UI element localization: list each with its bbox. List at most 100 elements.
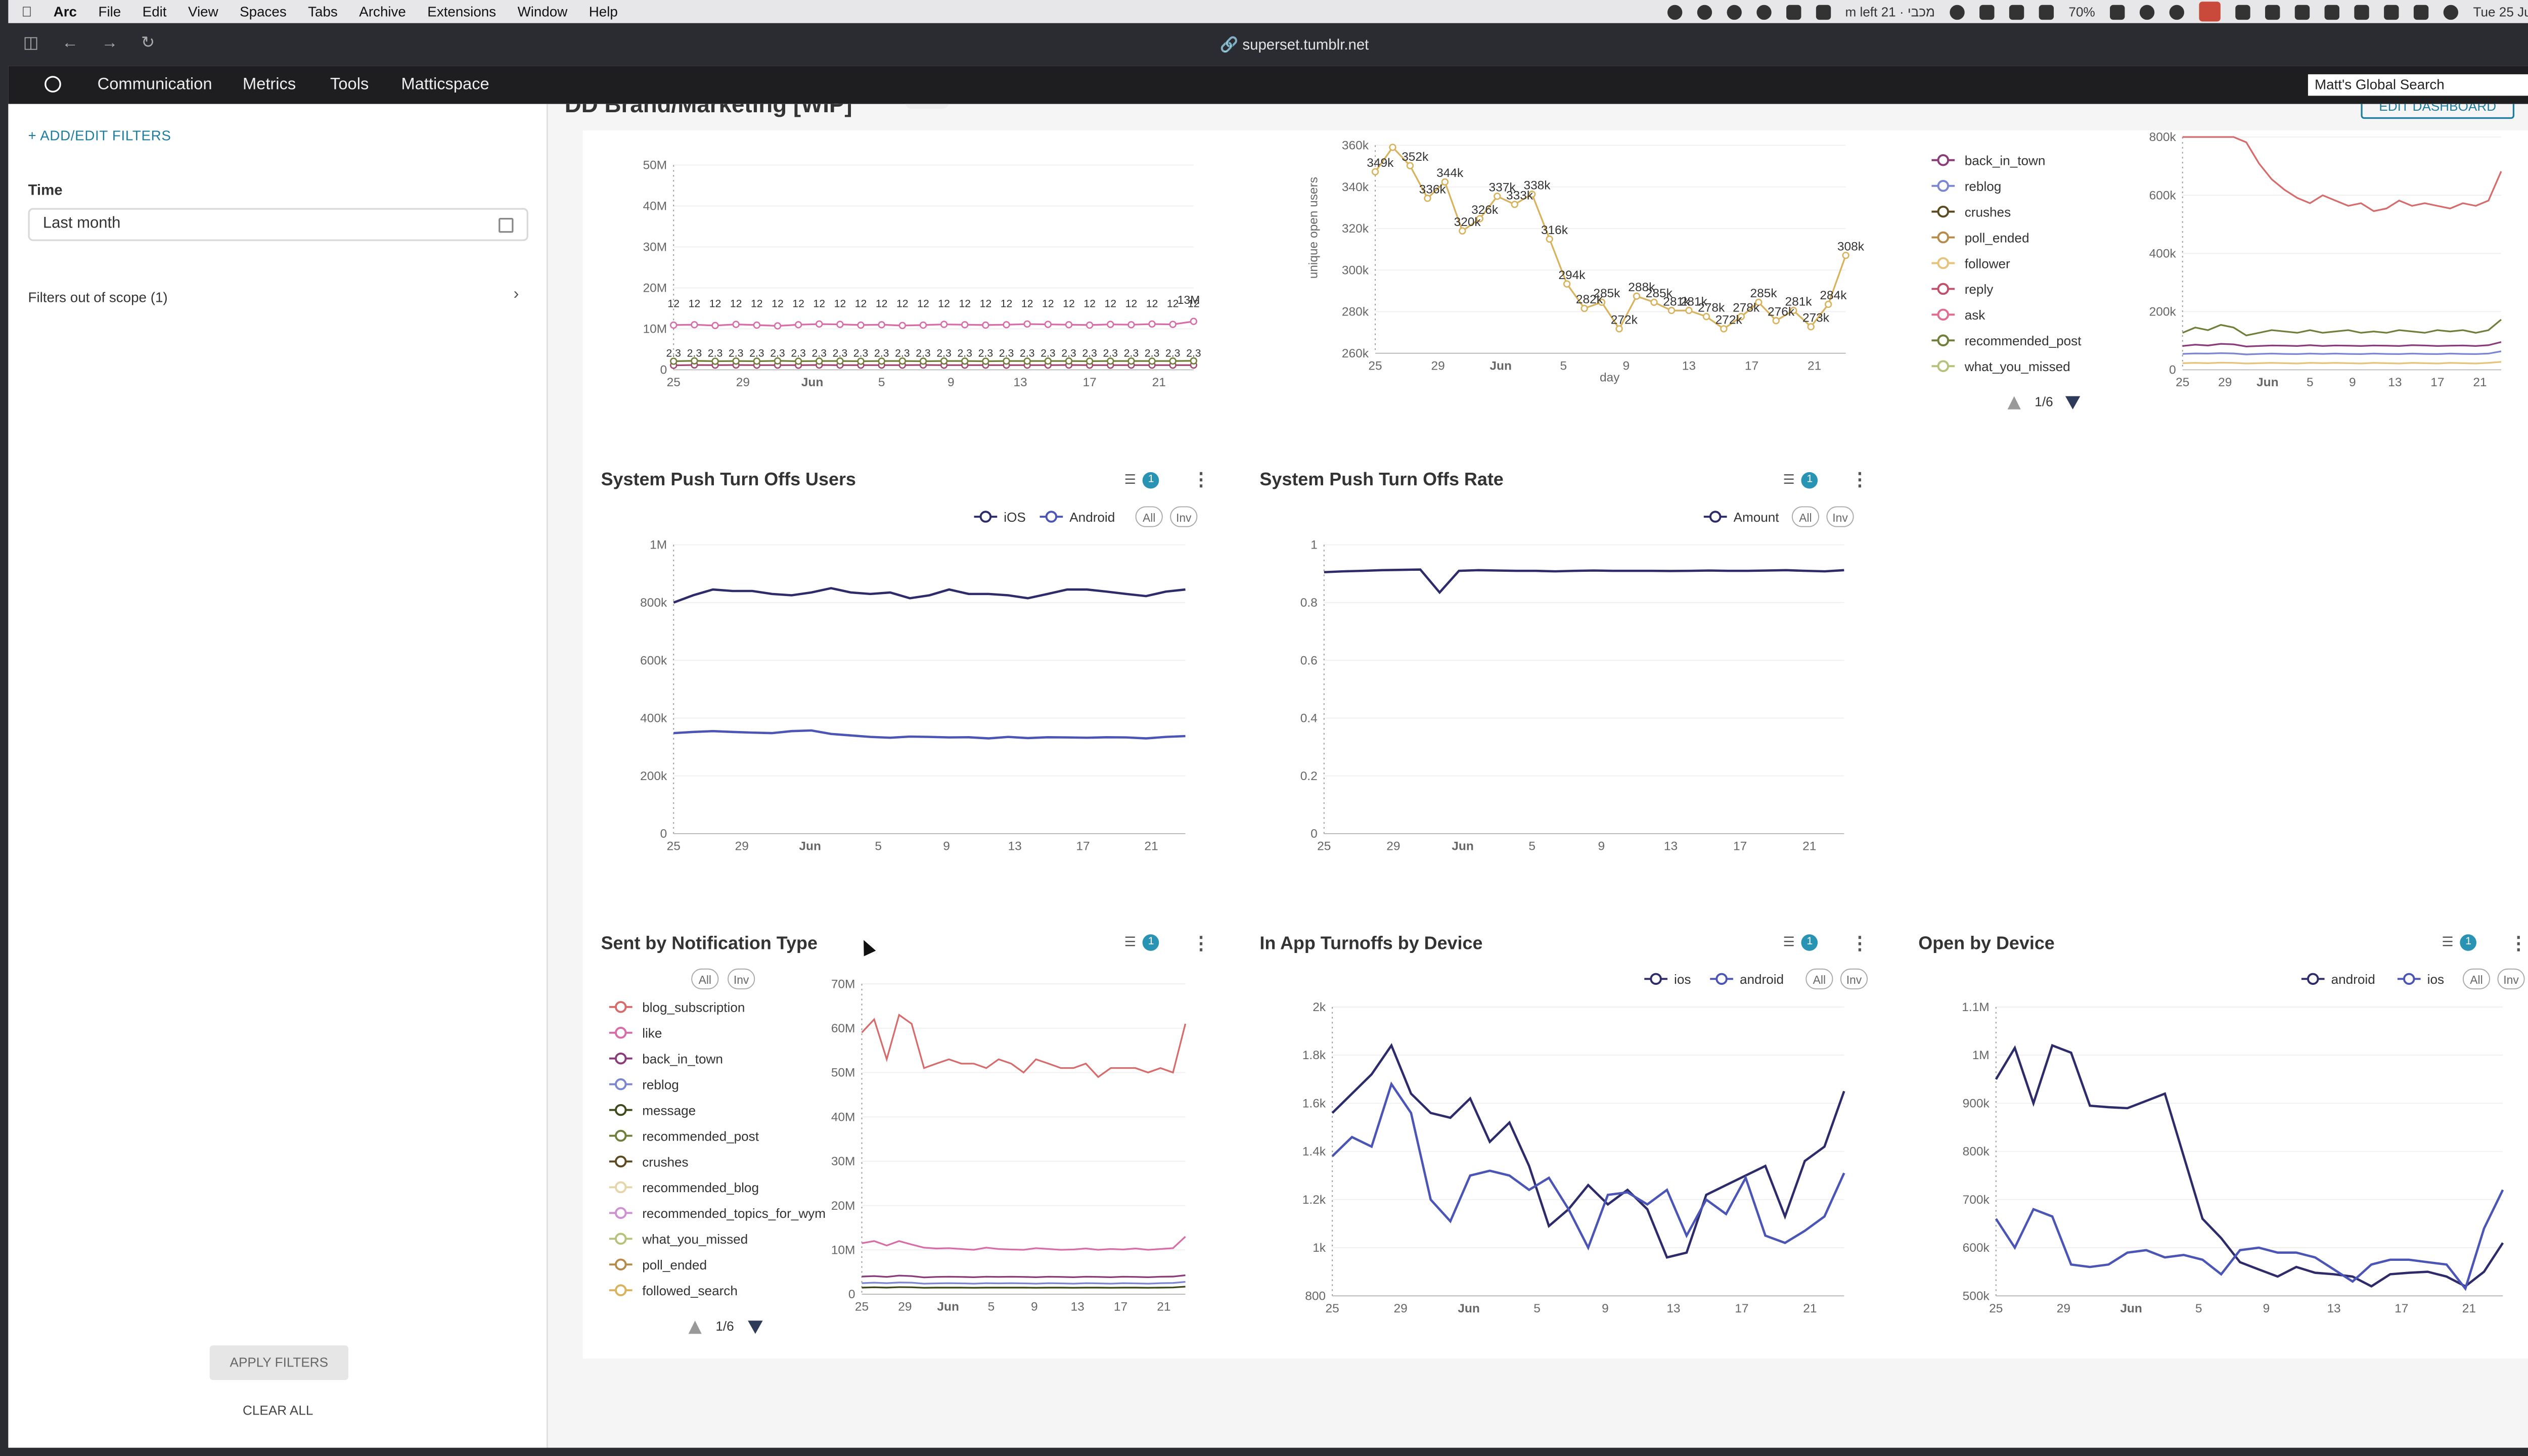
clock-text[interactable]: Tue 25 Jun 14:39	[2473, 4, 2528, 19]
data-label: 12	[1042, 298, 1054, 309]
legend-button-label: All	[2470, 973, 2482, 986]
siri-icon[interactable]	[2443, 4, 2459, 19]
address-bar[interactable]: 🔗 superset.tumblr.net	[0, 36, 2528, 55]
legend-marker	[1937, 360, 1950, 373]
x-tick-label: 5	[878, 376, 885, 389]
y-tick-label: 400k	[640, 712, 667, 725]
push-users-filter[interactable]: ☰ 1	[1124, 472, 1159, 489]
sent-by-type-menu-icon[interactable]: ⋮	[1192, 934, 1210, 954]
chevron-right-icon[interactable]: ›	[513, 285, 519, 304]
filter-icon: ☰	[1124, 934, 1137, 949]
data-label: 12	[792, 298, 804, 309]
keyboard-icon[interactable]	[2324, 4, 2339, 19]
top-right-pager: 1/6	[2007, 394, 2081, 410]
control-center-icon[interactable]	[2413, 4, 2429, 19]
push-rate-filter[interactable]: ☰ 1	[1783, 472, 1818, 489]
legend-button	[691, 968, 719, 989]
legend-label: followed_search	[642, 1283, 738, 1298]
x-tick-label: 9	[1602, 1302, 1609, 1315]
clear-all-button[interactable]: CLEAR ALL	[243, 1403, 313, 1418]
menu-help[interactable]: Help	[578, 3, 618, 20]
time-select[interactable]: Last month	[28, 208, 528, 241]
menu-app[interactable]: Arc	[42, 3, 77, 20]
nav-communication[interactable]: Communication	[97, 76, 212, 95]
push-rate-chart: 0 0.2 0.4 0.6 0.8 1 25 29 Jun 5 9 13 17 21	[1300, 538, 1844, 853]
add-edit-filters-label: ADD/EDIT FILTERS	[40, 127, 171, 144]
global-search-input[interactable]: Matt's Global Search	[2308, 74, 2528, 96]
menu-view[interactable]: View	[177, 3, 218, 20]
menu-archive[interactable]: Archive	[348, 3, 406, 20]
box-icon[interactable]	[1979, 4, 1995, 19]
inapp-menu-icon[interactable]: ⋮	[1850, 934, 1869, 954]
menu-spaces[interactable]: Spaces	[229, 3, 287, 20]
apply-filters-button[interactable]: APPLY FILTERS	[209, 1345, 348, 1380]
legend-marker	[2307, 973, 2319, 985]
menu-tabs[interactable]: Tabs	[297, 3, 338, 20]
pen-icon[interactable]	[2265, 4, 2280, 19]
microphone-icon[interactable]	[2199, 2, 2221, 22]
data-label: 316k	[1541, 223, 1568, 237]
nav-matticspace[interactable]: Matticspace	[401, 76, 489, 95]
screen-icon[interactable]	[2039, 4, 2054, 19]
data-point	[1127, 321, 1135, 329]
legend-label: poll_ended	[1965, 230, 2029, 245]
legend-label: ios	[1674, 972, 1691, 987]
add-edit-filters-button[interactable]: + ADD/EDIT FILTERS	[28, 127, 171, 144]
data-point	[1107, 357, 1114, 365]
sidebar-toggle-icon[interactable]: ◫	[23, 34, 39, 53]
data-label: 344k	[1436, 166, 1464, 180]
data-label: 349k	[1367, 156, 1394, 170]
open-by-device-menu-icon[interactable]: ⋮	[2509, 934, 2528, 954]
battery-percent[interactable]: 70%	[2068, 4, 2095, 19]
reminder-text[interactable]: m left 21 · מכבי	[1845, 4, 1935, 19]
push-rate-menu-icon[interactable]: ⋮	[1850, 470, 1869, 490]
play-icon[interactable]	[1696, 4, 1711, 19]
cloud-icon[interactable]	[1950, 4, 1965, 19]
menu-edit[interactable]: Edit	[131, 3, 167, 20]
grammarly-icon[interactable]	[1666, 4, 1682, 19]
legend-label: blog_subscription	[642, 1000, 745, 1015]
legend-button-label: All	[699, 973, 711, 986]
calendar-icon	[499, 218, 514, 233]
os-menubar:  Arc File Edit View Spaces Tabs Archive…	[0, 0, 2528, 23]
nav-tools[interactable]: Tools	[330, 76, 369, 95]
filters-out-of-scope[interactable]: Filters out of scope (1)	[28, 289, 168, 306]
layers-icon[interactable]	[1815, 4, 1831, 19]
push-users-menu-icon[interactable]: ⋮	[1192, 470, 1210, 490]
bluetooth-icon[interactable]	[1785, 4, 1801, 19]
data-point	[878, 321, 885, 329]
y-tick-label: 70M	[831, 977, 855, 991]
menu-extensions[interactable]: Extensions	[417, 3, 496, 20]
cup-icon[interactable]	[2110, 4, 2125, 19]
chat-icon[interactable]	[2235, 4, 2250, 19]
reload-icon[interactable]: ↻	[141, 34, 155, 53]
y-tick-label: 300k	[1342, 263, 1369, 277]
compass-icon[interactable]	[2169, 4, 2185, 19]
g-icon[interactable]	[1726, 4, 1741, 19]
back-icon[interactable]: ←	[62, 34, 78, 53]
x-tick-label: 17	[2395, 1302, 2408, 1315]
wifi-icon[interactable]	[2384, 4, 2399, 19]
open-by-device-filter[interactable]: ☰ 1	[2442, 934, 2477, 951]
clock-icon[interactable]	[2139, 4, 2155, 19]
edit-dashboard-button[interactable]: EDIT DASHBOARD	[2361, 104, 2515, 119]
menu-file[interactable]: File	[87, 3, 121, 20]
data-point	[919, 321, 927, 329]
legend-marker	[615, 1129, 627, 1142]
y-tick-label: 260k	[1342, 347, 1369, 360]
top-left-chart: 0 10M 20M 30M 40M 50M 25 29 Jun 5 9 13 17 21	[643, 159, 1198, 389]
printer-icon[interactable]	[2294, 4, 2310, 19]
forward-icon[interactable]: →	[101, 34, 118, 53]
data-point	[1494, 193, 1501, 200]
legend-marker	[1937, 231, 1950, 244]
expand-icon[interactable]	[2009, 4, 2024, 19]
menu-window[interactable]: Window	[507, 3, 568, 20]
text-input-icon[interactable]	[2354, 4, 2369, 19]
inapp-filter[interactable]: ☰ 1	[1783, 934, 1818, 951]
nav-metrics[interactable]: Metrics	[243, 76, 296, 95]
superset-logo-icon[interactable]	[44, 76, 61, 93]
apple-icon[interactable]: 	[21, 4, 32, 20]
search-status-icon[interactable]	[1756, 4, 1771, 19]
legend-button-label: Inv	[734, 973, 749, 986]
sent-by-type-filter[interactable]: ☰ 1	[1124, 934, 1159, 951]
